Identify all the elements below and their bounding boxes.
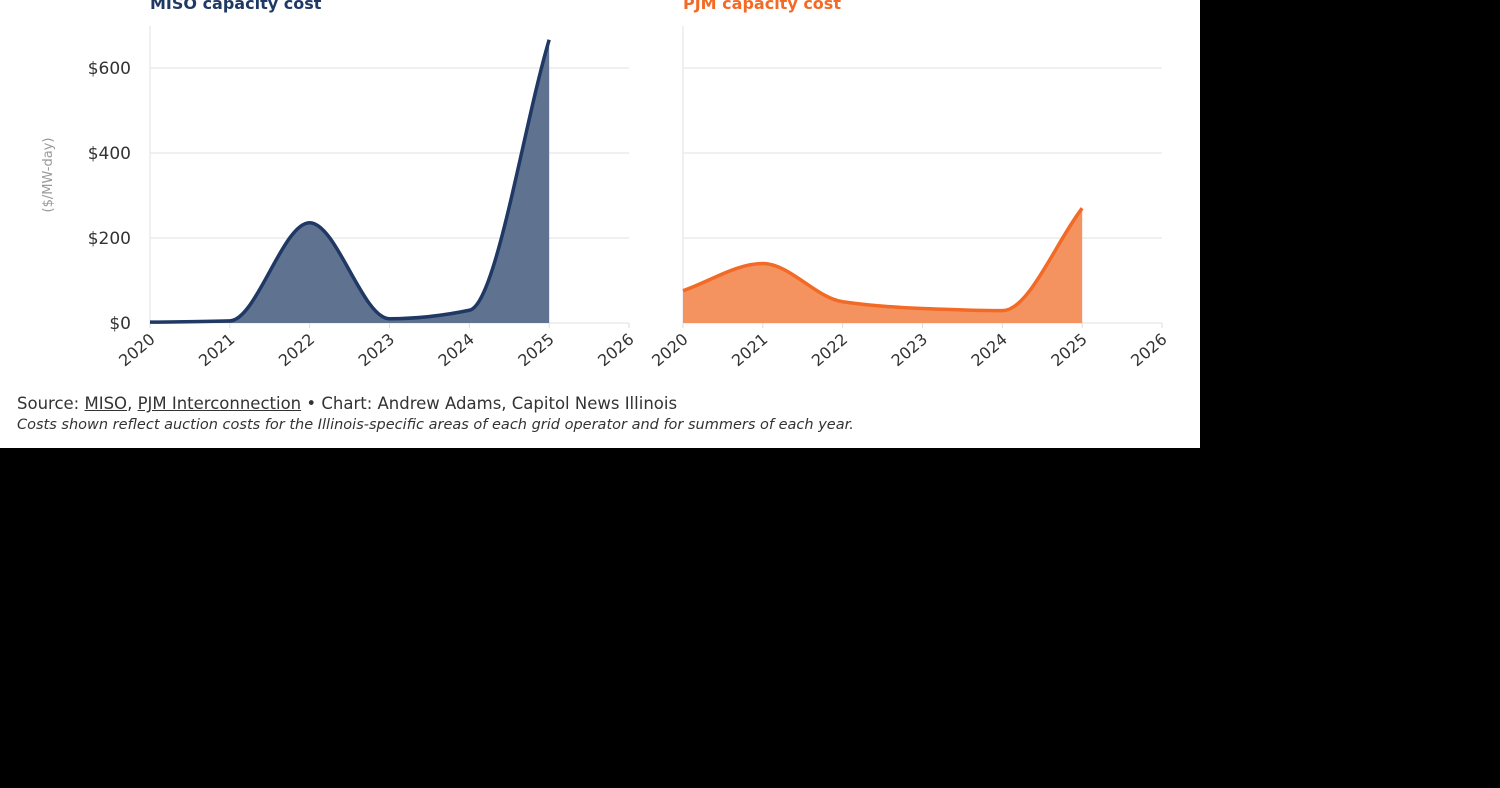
x-tick-label: 2021	[728, 330, 771, 371]
x-tick-label: 2022	[275, 330, 318, 371]
y-tick-label: $200	[88, 229, 131, 249]
source-line: Source: MISO, PJM Interconnection • Char…	[17, 394, 677, 413]
y-tick-label: $400	[88, 144, 131, 164]
x-tick-label: 2026	[594, 330, 637, 371]
source-sep: ,	[127, 394, 138, 413]
pjm-chart: PJM capacity cost 2020 2021 2022 2023 2024 202…	[648, 0, 1170, 370]
chart-svg: MISO capacity cost $0 $200 $400 $600 ($/MW-da…	[41, 0, 1171, 370]
chart-title: MISO capacity cost	[150, 0, 322, 13]
x-tick-label: 2022	[808, 330, 851, 371]
source-link-pjm[interactable]: PJM Interconnection	[137, 394, 302, 413]
miso-chart: MISO capacity cost $0 $200 $400 $600 ($/MW-da…	[41, 0, 638, 370]
chart-title: PJM capacity cost	[683, 0, 841, 13]
source-link-miso[interactable]: MISO	[84, 394, 128, 413]
chart-note: Costs shown reflect auction costs for th…	[17, 417, 854, 433]
area-fill	[150, 39, 550, 324]
x-tick-label: 2025	[1047, 330, 1090, 371]
series-line	[682, 207, 1084, 313]
chart-panel: MISO capacity cost $0 $200 $400 $600 ($/MW-da…	[0, 0, 1200, 448]
area-fill	[683, 208, 1083, 323]
x-tick-label: 2024	[434, 330, 477, 371]
x-tick-label: 2026	[1127, 330, 1170, 371]
chart-credit: • Chart: Andrew Adams, Capitol News Illi…	[301, 394, 678, 413]
x-tick-label: 2021	[195, 330, 238, 371]
x-tick-label: 2024	[967, 330, 1010, 371]
y-tick-label: $0	[109, 314, 131, 334]
y-tick-label: $600	[88, 59, 131, 79]
x-tick-label: 2023	[355, 330, 398, 371]
source-prefix: Source:	[17, 394, 85, 413]
x-tick-label: 2023	[888, 330, 931, 371]
y-axis-label: ($/MW-day)	[41, 138, 56, 213]
x-tick-label: 2025	[514, 330, 557, 371]
x-tick-label: 2020	[648, 330, 691, 371]
x-tick-label: 2020	[115, 330, 158, 371]
